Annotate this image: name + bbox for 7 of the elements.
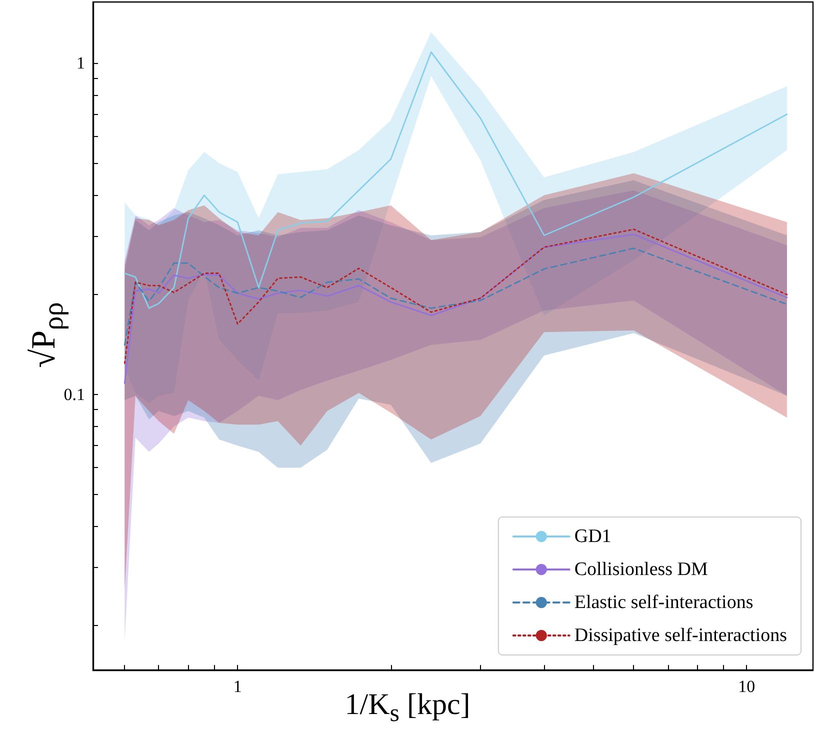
x-axis-title: 1/K$_{s}$ [kpc]: [344, 688, 470, 727]
legend-label: Collisionless DM: [574, 559, 708, 580]
y-tick-label: 0.1: [64, 384, 85, 404]
legend-label: GD1: [574, 526, 612, 547]
legend-label: Dissipative self-interactions: [574, 625, 788, 646]
legend-label: Elastic self-interactions: [574, 592, 754, 613]
x-tick-label: 10: [738, 677, 756, 696]
